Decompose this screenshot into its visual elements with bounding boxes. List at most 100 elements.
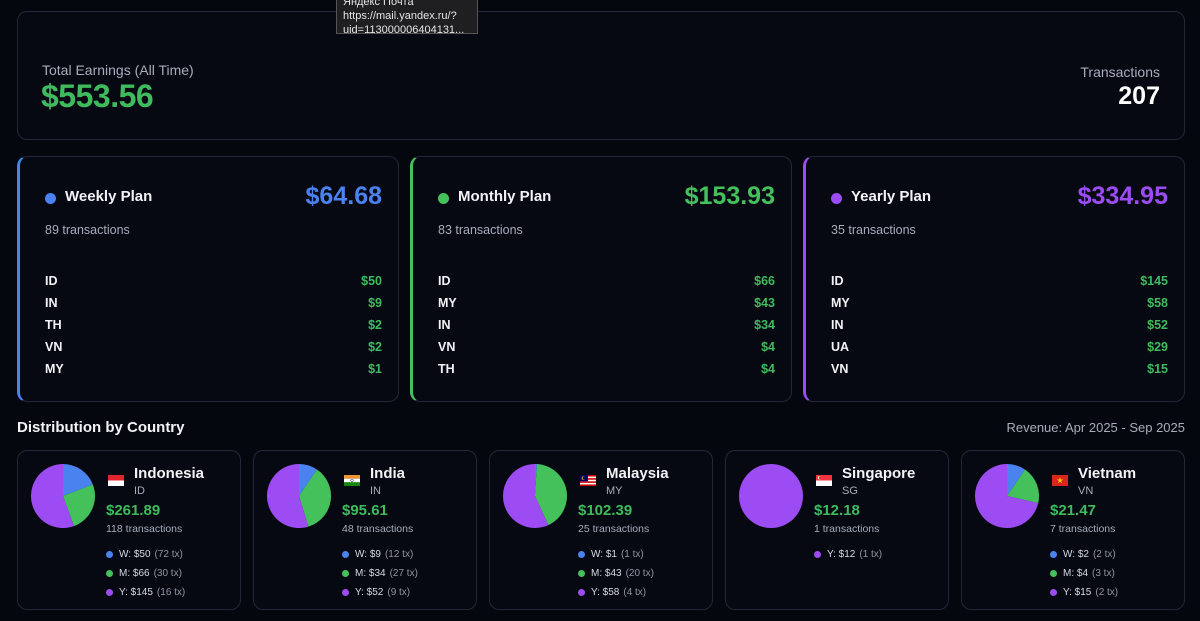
monthly-plan-dot-icon	[438, 193, 449, 204]
country-transactions: 7 transactions	[1050, 523, 1116, 535]
country-name: Malaysia	[606, 465, 669, 482]
country-revenue: $102.39	[578, 502, 633, 519]
plan-country-row: ID $50	[45, 274, 382, 296]
country-code: ID	[438, 274, 451, 288]
plan-transaction-count: 89 transactions	[45, 223, 130, 237]
country-transactions: 25 transactions	[578, 523, 650, 535]
country-amount: $29	[1147, 340, 1168, 354]
country-transactions: 118 transactions	[106, 523, 183, 535]
plan-country-row: IN $34	[438, 318, 775, 340]
plan-country-row: ID $66	[438, 274, 775, 296]
weekly-dot-icon	[1050, 551, 1057, 558]
country-transactions: 1 transactions	[814, 523, 880, 535]
country-pie-chart	[739, 464, 803, 528]
plan-country-row: ID $145	[831, 274, 1168, 296]
plan-country-row: IN $9	[45, 296, 382, 318]
country-name: India	[370, 465, 406, 482]
india-flag-icon	[344, 475, 360, 486]
country-code: MY	[45, 362, 64, 376]
plan-amount: $64.68	[305, 182, 382, 210]
legend-label: M: $66	[119, 568, 150, 579]
weekly-dot-icon	[106, 551, 113, 558]
legend-item: Y: $52 (9 tx)	[342, 583, 418, 602]
country-code: VN	[831, 362, 849, 376]
monthly-dot-icon	[106, 570, 113, 577]
yearly-dot-icon	[106, 589, 113, 596]
country-amount: $4	[761, 340, 775, 354]
legend-tx: (2 tx)	[1095, 587, 1119, 598]
pie-slice-yearly	[975, 464, 1039, 528]
weekly-dot-icon	[342, 551, 349, 558]
legend-tx: (1 tx)	[859, 549, 883, 560]
plan-country-row: TH $4	[438, 362, 775, 384]
tooltip-title: Яндекс Почта	[343, 0, 414, 8]
plan-card-weekly: Weekly Plan $64.68 89 transactions ID $50…	[17, 156, 399, 402]
pie-slice-yearly	[30, 464, 74, 528]
country-code: SG	[842, 485, 858, 497]
legend-tx: (4 tx)	[623, 587, 647, 598]
plan-transaction-count: 35 transactions	[831, 223, 916, 237]
transactions-label: Transactions	[1080, 64, 1160, 80]
legend-tx: (20 tx)	[625, 568, 654, 579]
country-revenue: $12.18	[814, 502, 860, 519]
weekly-plan-dot-icon	[45, 193, 56, 204]
yearly-dot-icon	[1050, 589, 1057, 596]
plan-country-list: ID $66 MY $43 IN $34 VN $4 TH $4	[438, 274, 775, 384]
monthly-dot-icon	[342, 570, 349, 577]
plan-name: Weekly Plan	[65, 188, 153, 205]
country-amount: $1	[368, 362, 382, 376]
pie-slice-weekly	[1007, 464, 1026, 496]
weekly-dot-icon	[578, 551, 585, 558]
country-pie-chart	[30, 464, 96, 528]
country-code: IN	[45, 296, 58, 310]
plan-name: Yearly Plan	[851, 188, 932, 205]
country-code: ID	[45, 274, 58, 288]
singapore-flag-icon	[816, 475, 832, 486]
country-card-india: India IN $95.61 48 transactions W: $9 (12…	[253, 450, 477, 610]
legend-tx: (27 tx)	[389, 568, 418, 579]
transactions-value: 207	[1118, 82, 1160, 110]
plan-country-row: MY $43	[438, 296, 775, 318]
distribution-title: Distribution by Country	[17, 419, 185, 436]
legend-item: Y: $15 (2 tx)	[1050, 583, 1118, 602]
monthly-dot-icon	[578, 570, 585, 577]
link-tooltip: Яндекс Почта https://mail.yandex.ru/? ui…	[336, 0, 478, 34]
country-plan-legend: W: $50 (72 tx) M: $66 (30 tx) Y: $145 (16 t…	[106, 545, 185, 602]
legend-label: Y: $145	[119, 587, 153, 598]
country-card-malaysia: Malaysia MY $102.39 25 transactions W: $…	[489, 450, 713, 610]
legend-item: W: $1 (1 tx)	[578, 545, 654, 564]
country-code: MY	[831, 296, 850, 310]
country-name: Indonesia	[134, 465, 205, 482]
country-code: ID	[134, 485, 145, 497]
legend-label: Y: $58	[591, 587, 620, 598]
country-amount: $52	[1147, 318, 1168, 332]
legend-label: Y: $52	[355, 587, 384, 598]
plan-amount: $334.95	[1077, 182, 1168, 210]
legend-item: W: $9 (12 tx)	[342, 545, 418, 564]
country-code: VN	[45, 340, 63, 354]
yearly-dot-icon	[578, 589, 585, 596]
pie-slice-weekly	[535, 464, 537, 496]
legend-item: M: $4 (3 tx)	[1050, 564, 1118, 583]
country-revenue: $21.47	[1050, 502, 1096, 519]
country-amount: $43	[754, 296, 775, 310]
legend-item: Y: $145 (16 tx)	[106, 583, 185, 602]
country-code: IN	[831, 318, 844, 332]
yearly-dot-icon	[814, 551, 821, 558]
plan-country-list: ID $50 IN $9 TH $2 VN $2 MY $1	[45, 274, 382, 384]
pie-slice-weekly	[63, 464, 93, 496]
summary-card: Total Earnings (All Time) $553.56 Transa…	[17, 11, 1185, 140]
country-amount: $34	[754, 318, 775, 332]
plan-name: Monthly Plan	[458, 188, 552, 205]
legend-item: M: $43 (20 tx)	[578, 564, 654, 583]
plan-country-row: IN $52	[831, 318, 1168, 340]
country-pie-chart	[267, 464, 331, 528]
country-code: IN	[370, 485, 381, 497]
country-card-indonesia: Indonesia ID $261.89 118 transactions W:…	[17, 450, 241, 610]
country-card-singapore: Singapore SG $12.18 1 transactions Y: $1…	[725, 450, 949, 610]
plan-transaction-count: 83 transactions	[438, 223, 523, 237]
country-amount: $58	[1147, 296, 1168, 310]
country-amount: $50	[361, 274, 382, 288]
total-earnings-label: Total Earnings (All Time)	[42, 62, 194, 78]
indonesia-flag-icon	[108, 475, 124, 486]
